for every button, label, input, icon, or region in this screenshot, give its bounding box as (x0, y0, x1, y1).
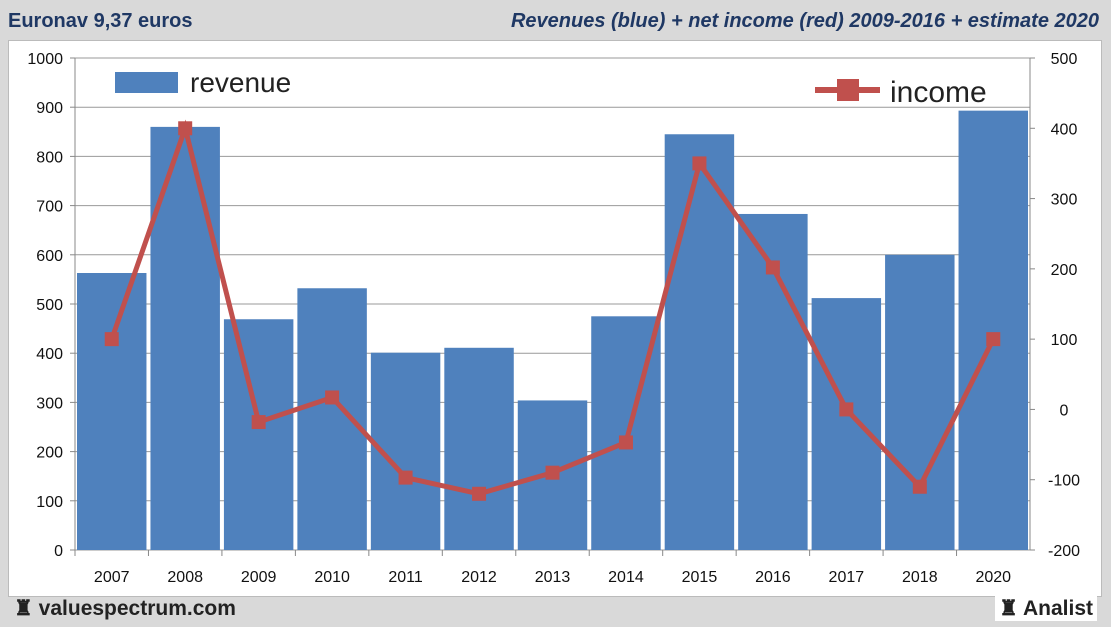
legend-revenue-swatch (115, 72, 178, 93)
revenue-bar (664, 134, 735, 550)
left-tick-label: 800 (36, 149, 63, 166)
footer-analist: ♜ Analist (995, 596, 1097, 621)
x-tick-label: 2016 (755, 569, 791, 586)
right-tick-label: 0 (1060, 402, 1069, 419)
legend-income-marker (837, 79, 859, 101)
revenue-bar (811, 298, 882, 550)
x-tick-label: 2013 (535, 569, 571, 586)
revenue-bar (150, 126, 220, 550)
income-marker (765, 260, 780, 275)
right-tick-label: 100 (1051, 332, 1078, 349)
footer-analist-label: Analist (1022, 597, 1093, 620)
legend-income-label: income (890, 76, 987, 109)
income-marker (545, 465, 560, 480)
right-tick-label: -200 (1048, 543, 1080, 560)
legend-revenue-label: revenue (190, 67, 291, 98)
revenue-bar (297, 288, 367, 550)
chart-title-left: Euronav 9,37 euros (8, 10, 193, 32)
x-tick-label: 2017 (829, 569, 865, 586)
income-marker (618, 435, 633, 450)
revenue-bar (958, 110, 1028, 551)
footer-site: valuespectrum.com (38, 597, 236, 620)
left-tick-label: 300 (36, 395, 63, 412)
revenue-bar (223, 319, 294, 550)
left-tick-label: 200 (36, 445, 63, 462)
income-marker (912, 479, 927, 494)
income-marker (986, 332, 1001, 347)
income-marker (692, 156, 707, 171)
right-tick-label: 300 (1051, 192, 1078, 209)
left-tick-label: 1000 (27, 51, 63, 68)
left-tick-label: 0 (54, 543, 63, 560)
right-tick-label: 400 (1051, 121, 1078, 138)
income-marker (472, 486, 487, 501)
x-tick-label: 2020 (975, 569, 1011, 586)
left-tick-label: 500 (36, 297, 63, 314)
revenue-bar (444, 347, 514, 550)
footer-brand: ♜ valuespectrum.com (14, 597, 236, 620)
x-tick-label: 2007 (94, 569, 130, 586)
left-tick-label: 400 (36, 346, 63, 363)
income-marker (839, 402, 854, 417)
right-tick-label: -100 (1048, 473, 1080, 490)
left-tick-label: 100 (36, 494, 63, 511)
revenue-bar (77, 273, 147, 550)
left-tick-label: 600 (36, 248, 63, 265)
x-tick-label: 2012 (461, 569, 497, 586)
x-tick-label: 2011 (388, 569, 423, 586)
revenue-bar (885, 254, 955, 551)
income-marker (251, 415, 266, 430)
income-marker (104, 332, 119, 347)
x-tick-label: 2014 (608, 569, 644, 586)
left-tick-label: 900 (36, 100, 63, 117)
x-tick-label: 2010 (314, 569, 350, 586)
x-tick-label: 2015 (682, 569, 718, 586)
income-marker (325, 390, 340, 405)
right-tick-label: 500 (1051, 51, 1078, 68)
right-tick-label: 200 (1051, 262, 1078, 279)
income-marker (398, 470, 413, 485)
income-marker (178, 121, 193, 136)
left-tick-label: 700 (36, 199, 63, 216)
x-tick-label: 2018 (902, 569, 938, 586)
x-tick-label: 2008 (167, 569, 203, 586)
x-tick-label: 2009 (241, 569, 277, 586)
chart-title-right: Revenues (blue) + net income (red) 2009-… (510, 10, 1099, 32)
